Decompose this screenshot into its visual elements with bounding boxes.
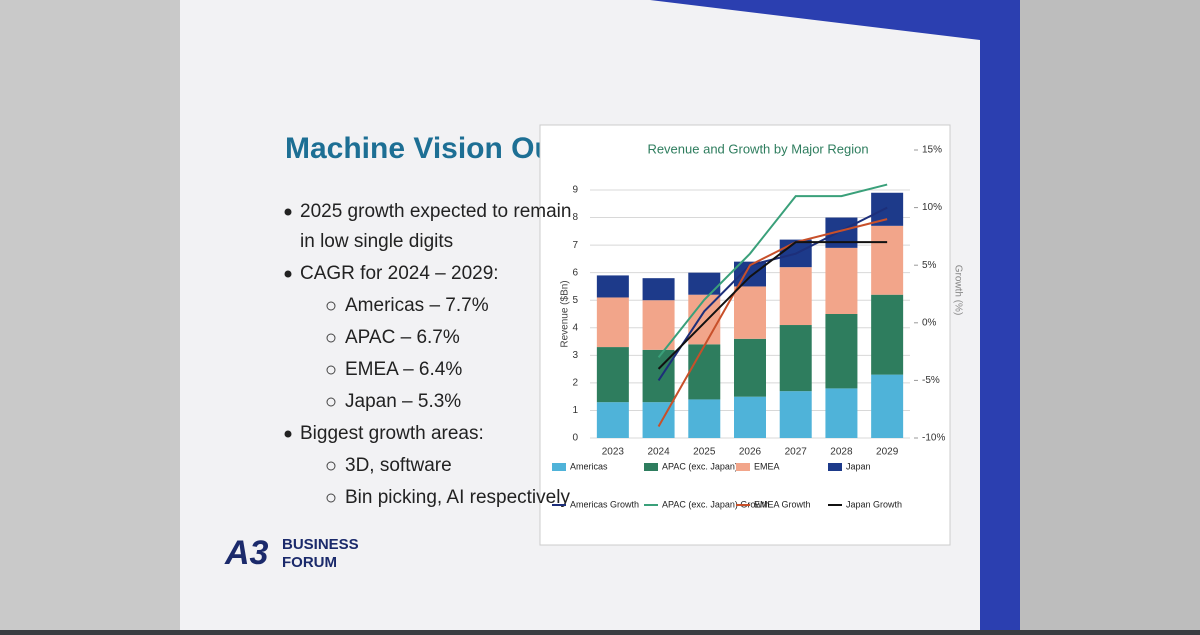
bar-segment: [825, 247, 858, 314]
bar-segment: [734, 286, 766, 339]
bar-segment: [688, 399, 721, 438]
bullet-text: 2025 growth expected to remain: [300, 201, 571, 222]
x-tick-label: 2027: [785, 447, 808, 458]
bar-segment: [596, 297, 629, 348]
logo-line: FORUM: [282, 554, 337, 571]
bullet-ring: [326, 365, 336, 375]
bar-segment: [871, 192, 904, 226]
bullet-ring: [326, 333, 336, 343]
bullet-ring: [326, 397, 336, 407]
growth-line: [657, 241, 888, 370]
y2-tick-label: -10%: [922, 433, 945, 444]
bar-segment: [688, 272, 721, 295]
y-tick-label: 6: [572, 267, 578, 278]
y-tick-label: 2: [572, 378, 578, 389]
legend-label: APAC (exc. Japan): [662, 461, 738, 471]
y-tick-label: 9: [572, 185, 578, 196]
growth-line: [657, 183, 888, 358]
y-tick-label: 3: [572, 350, 578, 361]
bar-segment: [779, 391, 812, 438]
legend-label: Americas: [570, 461, 608, 471]
x-tick-label: 2028: [830, 447, 853, 458]
y-axis-label: Revenue ($Bn): [560, 280, 571, 347]
slide-accent: [650, 0, 1020, 630]
bar-segment: [871, 294, 904, 375]
y-tick-label: 4: [572, 322, 578, 333]
right-edge: [1020, 0, 1200, 630]
y-tick-label: 1: [572, 405, 578, 416]
bar-segment: [688, 344, 721, 400]
legend-label: EMEA Growth: [754, 499, 811, 509]
bar-segment: [642, 278, 675, 301]
y-tick-label: 0: [572, 433, 578, 444]
bar-segment: [825, 388, 858, 438]
bar-segment: [779, 267, 812, 326]
y-tick-label: 8: [572, 212, 578, 223]
bar-segment: [596, 275, 629, 298]
bar-segment: [596, 402, 629, 438]
bullet-text: Americas – 7.7%: [345, 295, 489, 316]
legend-label: Japan Growth: [846, 499, 902, 509]
bar-segment: [871, 225, 904, 295]
y-tick-label: 5: [572, 295, 578, 306]
x-tick-label: 2029: [876, 447, 899, 458]
y2-axis-label: Growth (%): [952, 265, 963, 316]
x-tick-label: 2026: [739, 447, 762, 458]
bullet-ring: [326, 461, 336, 471]
bullet-text: APAC – 6.7%: [345, 327, 460, 348]
bullet-ring: [326, 493, 336, 503]
legend-label: Americas Growth: [570, 499, 639, 509]
bullet-dot: [284, 208, 292, 216]
bullet-text: Biggest growth areas:: [300, 423, 484, 444]
logo-line: BUSINESS: [282, 536, 359, 553]
bullet-dot: [284, 270, 292, 278]
bar-segment: [734, 338, 766, 397]
chart-title: Revenue and Growth by Major Region: [647, 141, 868, 156]
bullet-dot: [284, 430, 292, 438]
bar-segment: [825, 314, 858, 389]
bullet-text: EMEA – 6.4%: [345, 359, 462, 380]
bar-segment: [779, 325, 812, 392]
legend-label: APAC (exc. Japan) Growth: [662, 499, 769, 509]
y2-tick-label: 15%: [922, 145, 942, 156]
y2-tick-label: -5%: [922, 375, 940, 386]
bar-segment: [734, 396, 766, 438]
bullet-ring: [326, 301, 336, 311]
bullet-text: 3D, software: [345, 455, 452, 476]
bar-segment: [596, 347, 629, 403]
x-tick-label: 2025: [693, 447, 716, 458]
growth-line: [657, 218, 888, 427]
bullet-text: Japan – 5.3%: [345, 391, 461, 412]
bullet-text: in low single digits: [300, 231, 453, 252]
bullet-text: CAGR for 2024 – 2029:: [300, 263, 499, 284]
bar-segment: [871, 374, 904, 438]
y2-tick-label: 10%: [922, 202, 942, 213]
legend-swatch: [828, 463, 842, 471]
x-tick-label: 2023: [602, 447, 625, 458]
x-tick-label: 2024: [647, 447, 670, 458]
logo-mark: A3: [224, 534, 269, 572]
y2-tick-label: 0%: [922, 317, 937, 328]
y2-tick-label: 5%: [922, 260, 937, 271]
bullet-text: Bin picking, AI respectively: [345, 487, 570, 508]
legend-label: EMEA: [754, 461, 780, 471]
bar-segment: [688, 294, 721, 345]
legend-swatch: [736, 463, 750, 471]
legend-swatch: [552, 463, 566, 471]
left-edge: [0, 0, 180, 630]
legend-label: Japan: [846, 461, 871, 471]
y-tick-label: 7: [572, 240, 578, 251]
bar-segment: [642, 300, 675, 350]
legend-swatch: [644, 463, 658, 471]
